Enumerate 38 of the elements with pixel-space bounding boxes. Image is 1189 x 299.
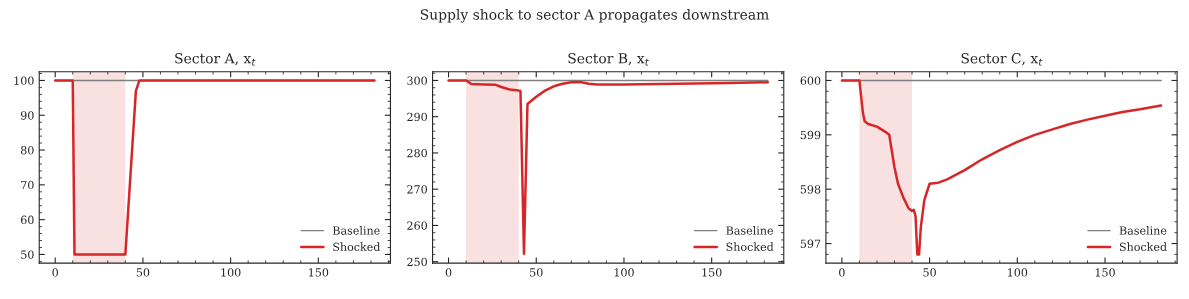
chart-title: Sector A, x$_{t}$ bbox=[175, 53, 256, 66]
y-tick-label: 260 bbox=[407, 221, 427, 230]
legend-label: Shocked bbox=[726, 242, 774, 251]
x-tick-label: 100 bbox=[614, 268, 634, 277]
y-tick-label: 70 bbox=[21, 180, 34, 190]
x-tick-label: 150 bbox=[702, 268, 722, 277]
x-tick-label: 100 bbox=[221, 268, 241, 277]
legend-label: Shocked bbox=[1119, 242, 1167, 251]
x-tick-label: 50 bbox=[923, 268, 936, 277]
x-tick-label: 100 bbox=[1008, 268, 1028, 277]
x-tick-label: 0 bbox=[839, 268, 845, 277]
y-tick-label: 80 bbox=[20, 146, 34, 155]
legend-label: Baseline bbox=[332, 226, 380, 235]
y-tick-label: 597 bbox=[800, 239, 821, 248]
x-tick-label: 150 bbox=[309, 268, 329, 277]
legend-label: Baseline bbox=[1119, 226, 1167, 235]
chart-title: Sector C, x$_{t}$ bbox=[961, 53, 1043, 66]
y-tick-label: 598 bbox=[800, 185, 821, 194]
y-tick-label: 270 bbox=[407, 185, 427, 194]
y-tick-label: 600 bbox=[800, 76, 821, 85]
y-tick-label: 599 bbox=[800, 130, 821, 140]
chart-title: Sector B, x$_{t}$ bbox=[568, 53, 649, 66]
y-tick-label: 60 bbox=[20, 215, 34, 225]
x-tick-label: 0 bbox=[52, 268, 58, 277]
x-tick-label: 50 bbox=[530, 268, 543, 277]
y-tick-label: 90 bbox=[20, 111, 34, 120]
y-tick-label: 290 bbox=[407, 112, 427, 122]
text: Supply shock to sector A propagates downstream bbox=[420, 8, 769, 23]
y-tick-label: 250 bbox=[407, 257, 427, 267]
x-tick-label: 50 bbox=[136, 268, 150, 277]
y-tick-label: 100 bbox=[14, 76, 34, 85]
legend-label: Baseline bbox=[726, 226, 774, 235]
x-tick-label: 0 bbox=[445, 268, 452, 277]
y-tick-label: 300 bbox=[407, 76, 427, 85]
y-tick-label: 50 bbox=[21, 250, 34, 259]
y-tick-label: 280 bbox=[407, 148, 427, 158]
x-tick-label: 150 bbox=[1095, 268, 1115, 277]
legend-label: Shocked bbox=[333, 242, 381, 251]
